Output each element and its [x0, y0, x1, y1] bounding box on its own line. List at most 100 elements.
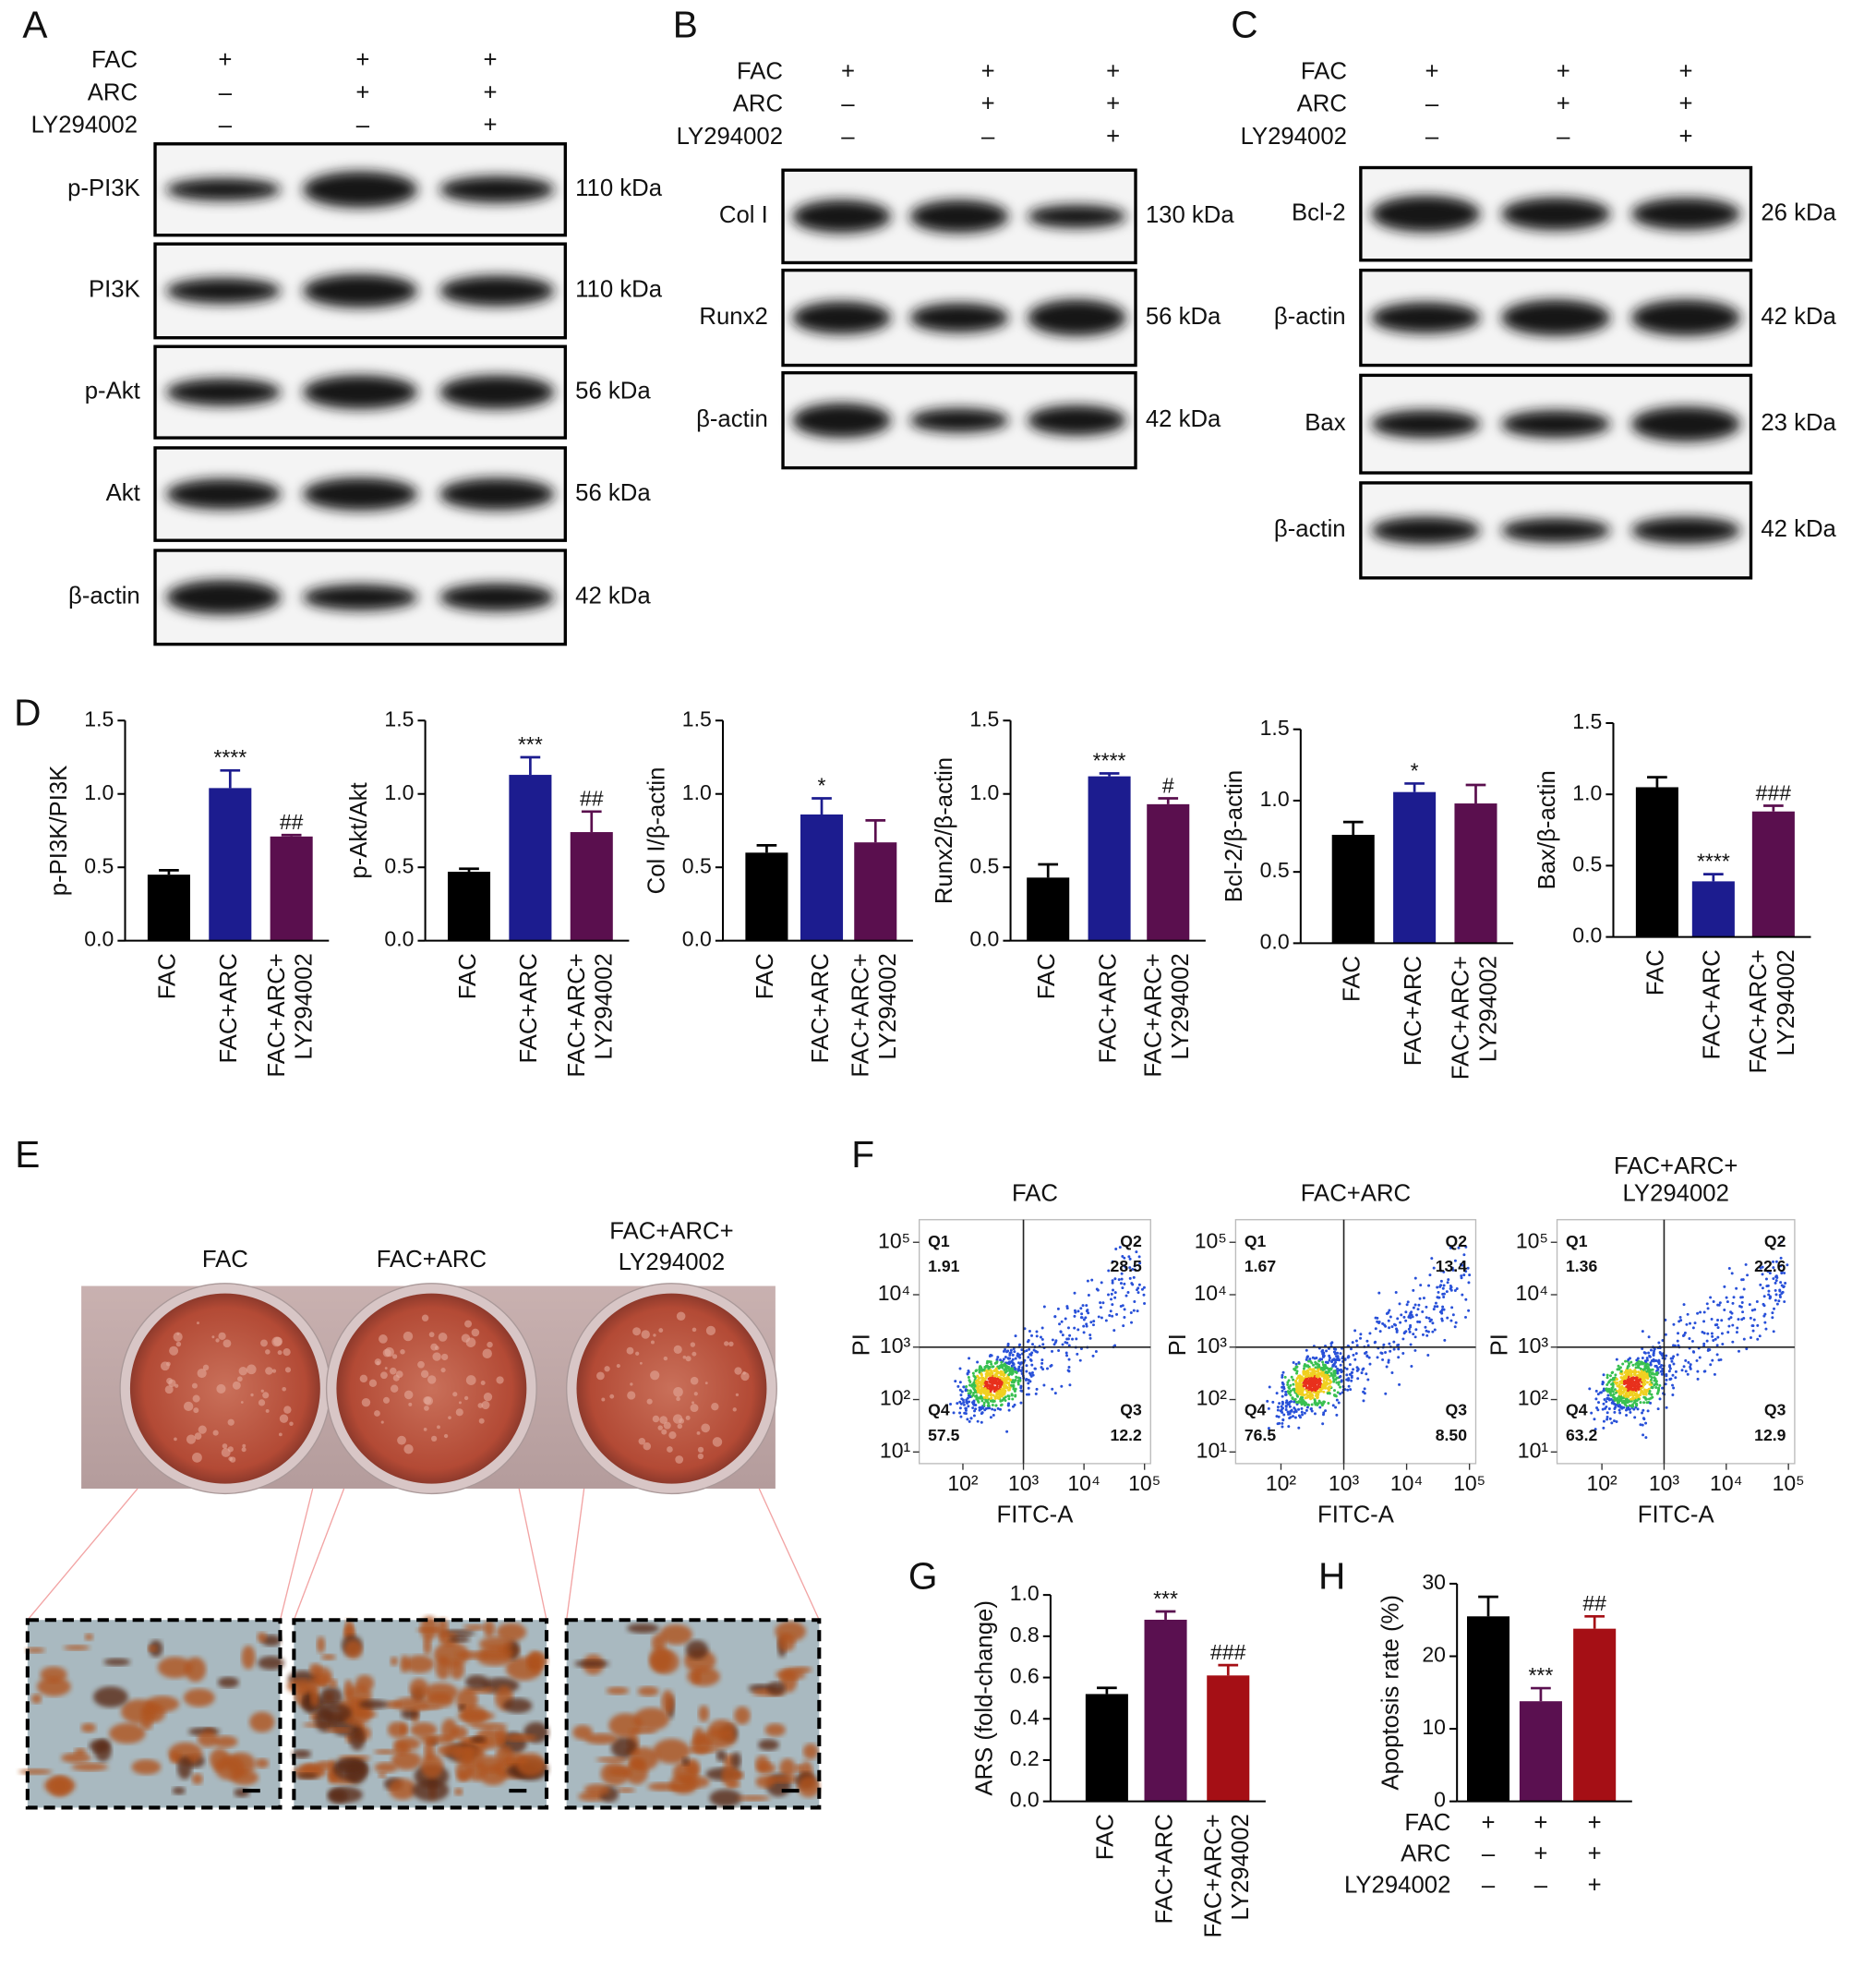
event-dot: [1749, 1316, 1752, 1320]
y-tick-label: 10¹: [1197, 1438, 1228, 1462]
treatment-sign: +: [1106, 124, 1120, 150]
stain-speck: [653, 1333, 656, 1337]
event-dot: [993, 1361, 997, 1365]
mineral-nodule: [477, 1651, 512, 1667]
event-dot: [1665, 1378, 1668, 1382]
event-dot: [1725, 1296, 1728, 1299]
event-dot: [982, 1404, 986, 1407]
category-label-group: FAC+ARC: [1700, 949, 1726, 1059]
zoom-line: [293, 1488, 345, 1621]
event-dot: [1290, 1375, 1293, 1379]
event-dot: [1281, 1389, 1284, 1393]
event-dot: [1412, 1333, 1415, 1336]
event-dot: [1007, 1388, 1011, 1392]
event-dot: [1721, 1342, 1725, 1345]
event-dot: [1355, 1344, 1359, 1347]
event-dot: [1324, 1386, 1328, 1390]
event-dot: [1011, 1371, 1015, 1375]
panel-label: G: [908, 1554, 938, 1597]
event-dot: [1053, 1315, 1057, 1319]
event-dot: [976, 1399, 980, 1403]
event-dot: [1398, 1302, 1401, 1306]
event-dot: [1361, 1368, 1365, 1371]
event-dot: [1686, 1312, 1690, 1316]
blot-band: [165, 178, 282, 201]
event-dot: [1138, 1261, 1142, 1265]
event-dot: [1624, 1373, 1628, 1377]
event-dot: [1028, 1330, 1031, 1333]
event-dot: [1114, 1248, 1118, 1251]
event-dot: [1616, 1396, 1619, 1400]
mineral-nodule: [170, 1751, 182, 1764]
stain-speck: [685, 1415, 691, 1420]
event-dot: [1713, 1372, 1716, 1376]
event-dot: [1000, 1371, 1004, 1375]
event-dot: [1100, 1316, 1103, 1320]
event-dot: [964, 1388, 968, 1392]
event-dot: [1320, 1403, 1324, 1406]
y-tick-label: 10⁴: [878, 1281, 911, 1305]
blot-band: [1501, 517, 1611, 543]
event-dot: [1774, 1260, 1778, 1263]
event-dot: [984, 1389, 988, 1393]
stain-speck: [222, 1443, 228, 1449]
event-dot: [1451, 1313, 1455, 1317]
event-dot: [1310, 1379, 1314, 1382]
event-dot: [1619, 1371, 1623, 1375]
event-dot: [1409, 1343, 1413, 1346]
event-dot: [1327, 1401, 1330, 1405]
treatment-name: LY294002: [1241, 124, 1347, 150]
event-dot: [1097, 1315, 1100, 1319]
event-dot: [1631, 1388, 1635, 1392]
y-axis-title: Apoptosis rate (%): [1378, 1595, 1404, 1791]
event-dot: [976, 1360, 980, 1364]
stain-speck: [376, 1360, 380, 1366]
mineral-nodule: [504, 1733, 537, 1742]
event-dot: [1007, 1365, 1011, 1369]
event-dot: [1767, 1289, 1771, 1293]
mineral-nodule: [393, 1696, 431, 1711]
quadrant-name: Q1: [1566, 1232, 1588, 1250]
event-dot: [1005, 1382, 1009, 1385]
stain-speck: [437, 1425, 440, 1430]
event-dot: [1316, 1393, 1319, 1396]
event-dot: [1425, 1333, 1429, 1337]
protein-label: β-actin: [696, 406, 768, 432]
event-dot: [1284, 1407, 1288, 1411]
event-dot: [1352, 1353, 1355, 1357]
event-dot: [1338, 1375, 1341, 1379]
event-dot: [1602, 1402, 1605, 1406]
event-dot: [978, 1381, 981, 1384]
event-dot: [1720, 1319, 1724, 1322]
event-dot: [1394, 1323, 1398, 1327]
event-dot: [1604, 1406, 1607, 1410]
event-dot: [995, 1385, 999, 1389]
event-dot: [1025, 1349, 1028, 1353]
event-dot: [1402, 1332, 1406, 1335]
treatment-sign: –: [1425, 91, 1439, 117]
mineral-nodule: [291, 1749, 312, 1758]
stain-speck: [478, 1418, 485, 1424]
stain-speck: [465, 1375, 476, 1385]
event-dot: [1625, 1385, 1629, 1389]
event-dot: [1621, 1386, 1625, 1390]
event-dot: [982, 1401, 986, 1405]
event-dot: [1680, 1369, 1684, 1372]
event-dot: [968, 1383, 971, 1387]
event-dot: [1710, 1332, 1714, 1335]
event-dot: [1631, 1370, 1635, 1374]
bar: [1519, 1701, 1562, 1802]
event-dot: [1267, 1427, 1270, 1430]
stain-speck: [260, 1339, 268, 1347]
event-dot: [969, 1417, 973, 1420]
stained-well: [336, 1293, 527, 1484]
event-dot: [1608, 1417, 1612, 1420]
event-dot: [1318, 1358, 1322, 1361]
event-dot: [1297, 1407, 1301, 1411]
y-tick-label: 1.5: [969, 706, 999, 730]
y-tick-label: 10¹: [1518, 1438, 1549, 1462]
event-dot: [1410, 1313, 1413, 1317]
event-dot: [1424, 1325, 1427, 1329]
event-dot: [1321, 1363, 1325, 1367]
